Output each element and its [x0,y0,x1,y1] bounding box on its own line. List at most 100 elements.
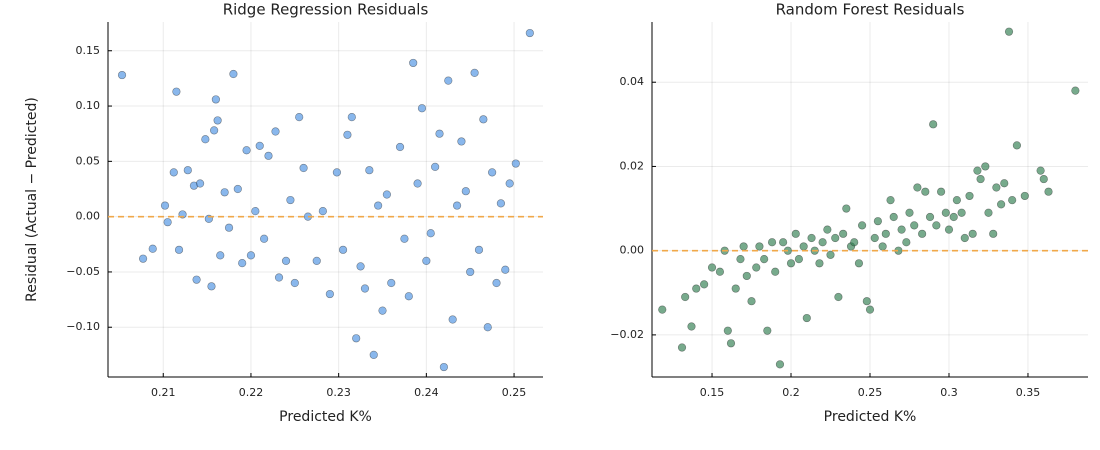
y-tick-label: 0.05 [76,154,101,167]
scatter-point [435,129,444,138]
scatter-point [352,334,361,343]
scatter-point [260,234,269,243]
scatter-point [747,297,756,306]
scatter-point [117,70,127,80]
scatter-point [949,212,958,222]
scatter-point [466,267,475,277]
scatter-point [968,229,977,238]
scatter-point [767,238,777,247]
scatter-point [274,273,284,282]
scatter-point [479,115,488,124]
scatter-point [842,204,851,213]
chart-title: Random Forest Residuals [776,1,965,19]
scatter-point [878,242,887,251]
scatter-point [802,313,811,323]
scatter-point [325,289,334,299]
scatter-point [807,233,816,243]
y-tick-label: 0.15 [76,44,101,57]
scatter-point [775,360,785,369]
y-tick-label: 0.00 [76,210,101,223]
scatter-point [989,229,998,238]
scatter-point [213,116,222,125]
scatter-point [1000,179,1009,188]
x-axis-label: Predicted K% [279,409,372,425]
scatter-point [854,259,864,268]
scatter-point [850,238,859,247]
scatter-point [791,229,800,238]
scatter-point [281,256,291,265]
scatter-point [779,238,788,247]
scatter-point [771,267,780,276]
scatter-point [238,258,247,268]
scatter-point [169,168,178,177]
x-tick-label: 0.15 [700,386,725,399]
scatter-point [1008,196,1017,205]
scatter-point [992,183,1001,192]
scatter-point [941,208,950,217]
scatter-point [183,166,192,175]
scatter-point [224,223,234,232]
scatter-point [818,238,827,247]
scatter-point [726,339,736,348]
scatter-point [826,250,835,259]
scatter-point [404,292,413,301]
scatter-point [918,229,927,238]
scatter-point [715,267,725,276]
scatter-point [700,280,709,289]
scatter-point [426,229,435,238]
scatter-point [736,254,745,264]
scatter-point [957,208,966,217]
scatter-point [794,254,804,264]
scatter-point [338,245,348,254]
scatter-point [984,208,993,217]
scatter-point [902,238,911,247]
scatter-point [873,217,882,226]
scatter-point [960,233,969,243]
scatter-point [739,242,748,251]
scatter-point [409,58,418,68]
scatter-point [921,187,930,196]
y-tick-label: 0.04 [620,75,645,88]
scatter-point [858,221,867,230]
scatter-point [444,76,453,85]
y-tick-label: 0.00 [620,244,645,257]
scatter-point [755,242,764,251]
scatter-point [251,207,260,216]
scatter-point [1044,187,1053,196]
scatter-point [997,200,1006,209]
scatter-point [870,233,879,243]
scatter-point [387,278,396,288]
y-axis-label: Residual (Actual − Predicted) [24,97,40,302]
scatter-point [488,168,497,177]
scatter-point [163,218,172,227]
scatter-point [431,162,440,171]
scatter-point [692,284,701,293]
scatter-point [360,284,370,293]
scatter-point [897,225,906,234]
scatter-point [865,305,875,314]
scatter-point [246,251,256,260]
scatter-point [299,163,308,173]
scatter-point [831,233,840,243]
scatter-point [925,212,935,222]
scatter-point [1039,174,1048,184]
scatter-point [474,245,484,254]
scatter-point [976,174,985,184]
scatter-point [210,126,219,135]
x-tick-label: 0.21 [151,386,176,399]
scatter-point [382,190,391,199]
x-tick-label: 0.35 [1016,386,1041,399]
scatter-point [192,275,201,284]
scatter-point [707,263,717,272]
scatter-point [195,179,205,188]
scatter-point [201,135,210,144]
scatter-point [889,212,898,222]
scatter-point [815,259,824,268]
scatter-point [936,187,946,196]
scatter-point [439,362,448,372]
scatter-point [952,196,961,205]
scatter-point [786,259,796,268]
scatter-point [1036,166,1045,175]
scatter-point [286,195,295,205]
